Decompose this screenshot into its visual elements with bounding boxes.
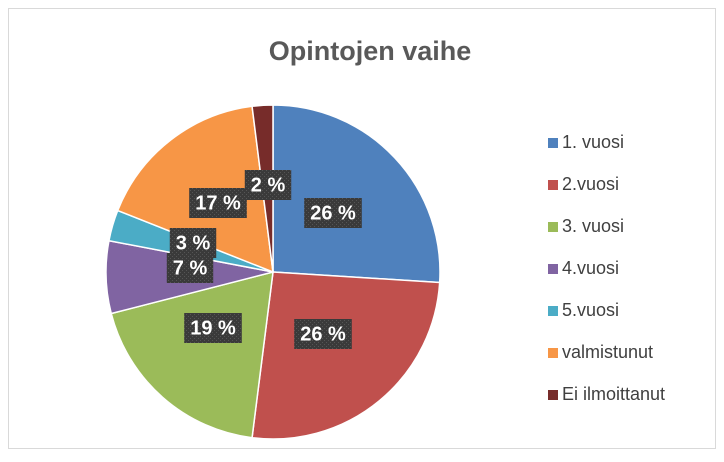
legend-swatch bbox=[548, 348, 558, 358]
legend-swatch bbox=[548, 222, 558, 232]
legend-label: 1. vuosi bbox=[562, 132, 624, 152]
legend-swatch bbox=[548, 138, 558, 148]
data-label: 26 % bbox=[310, 202, 356, 224]
data-label-box bbox=[169, 228, 217, 258]
legend-swatch bbox=[548, 306, 558, 316]
legend-label: 4.vuosi bbox=[562, 258, 619, 278]
data-label: 19 % bbox=[190, 317, 236, 339]
data-labels: 26 % 26 % 19 % 7 % 3 % 17 % 2 % bbox=[166, 170, 362, 349]
data-label-box bbox=[189, 188, 247, 218]
data-label: 3 % bbox=[176, 232, 211, 254]
data-label-box bbox=[304, 198, 362, 228]
chart-title: Opintojen vaihe bbox=[269, 36, 472, 66]
legend-label: 5.vuosi bbox=[562, 300, 619, 320]
data-label-box bbox=[244, 170, 292, 200]
legend-label: 2.vuosi bbox=[562, 174, 619, 194]
legend-label: valmistunut bbox=[562, 342, 653, 362]
data-label: 17 % bbox=[195, 192, 241, 214]
pie bbox=[105, 104, 441, 440]
pie-slice bbox=[251, 271, 441, 440]
legend-swatch bbox=[548, 180, 558, 190]
legend-swatch bbox=[548, 264, 558, 274]
legend: 1. vuosi 2.vuosi 3. vuosi 4.vuosi 5.vuosi val… bbox=[548, 132, 665, 404]
data-label: 7 % bbox=[173, 257, 208, 279]
legend-swatch bbox=[548, 390, 558, 400]
legend-label: 3. vuosi bbox=[562, 216, 624, 236]
legend-label: Ei ilmoittanut bbox=[562, 384, 665, 404]
data-label: 2 % bbox=[251, 174, 286, 196]
data-label-box bbox=[184, 313, 242, 343]
data-label-box bbox=[294, 319, 352, 349]
pie-slice bbox=[272, 104, 441, 284]
data-label: 26 % bbox=[300, 323, 346, 345]
